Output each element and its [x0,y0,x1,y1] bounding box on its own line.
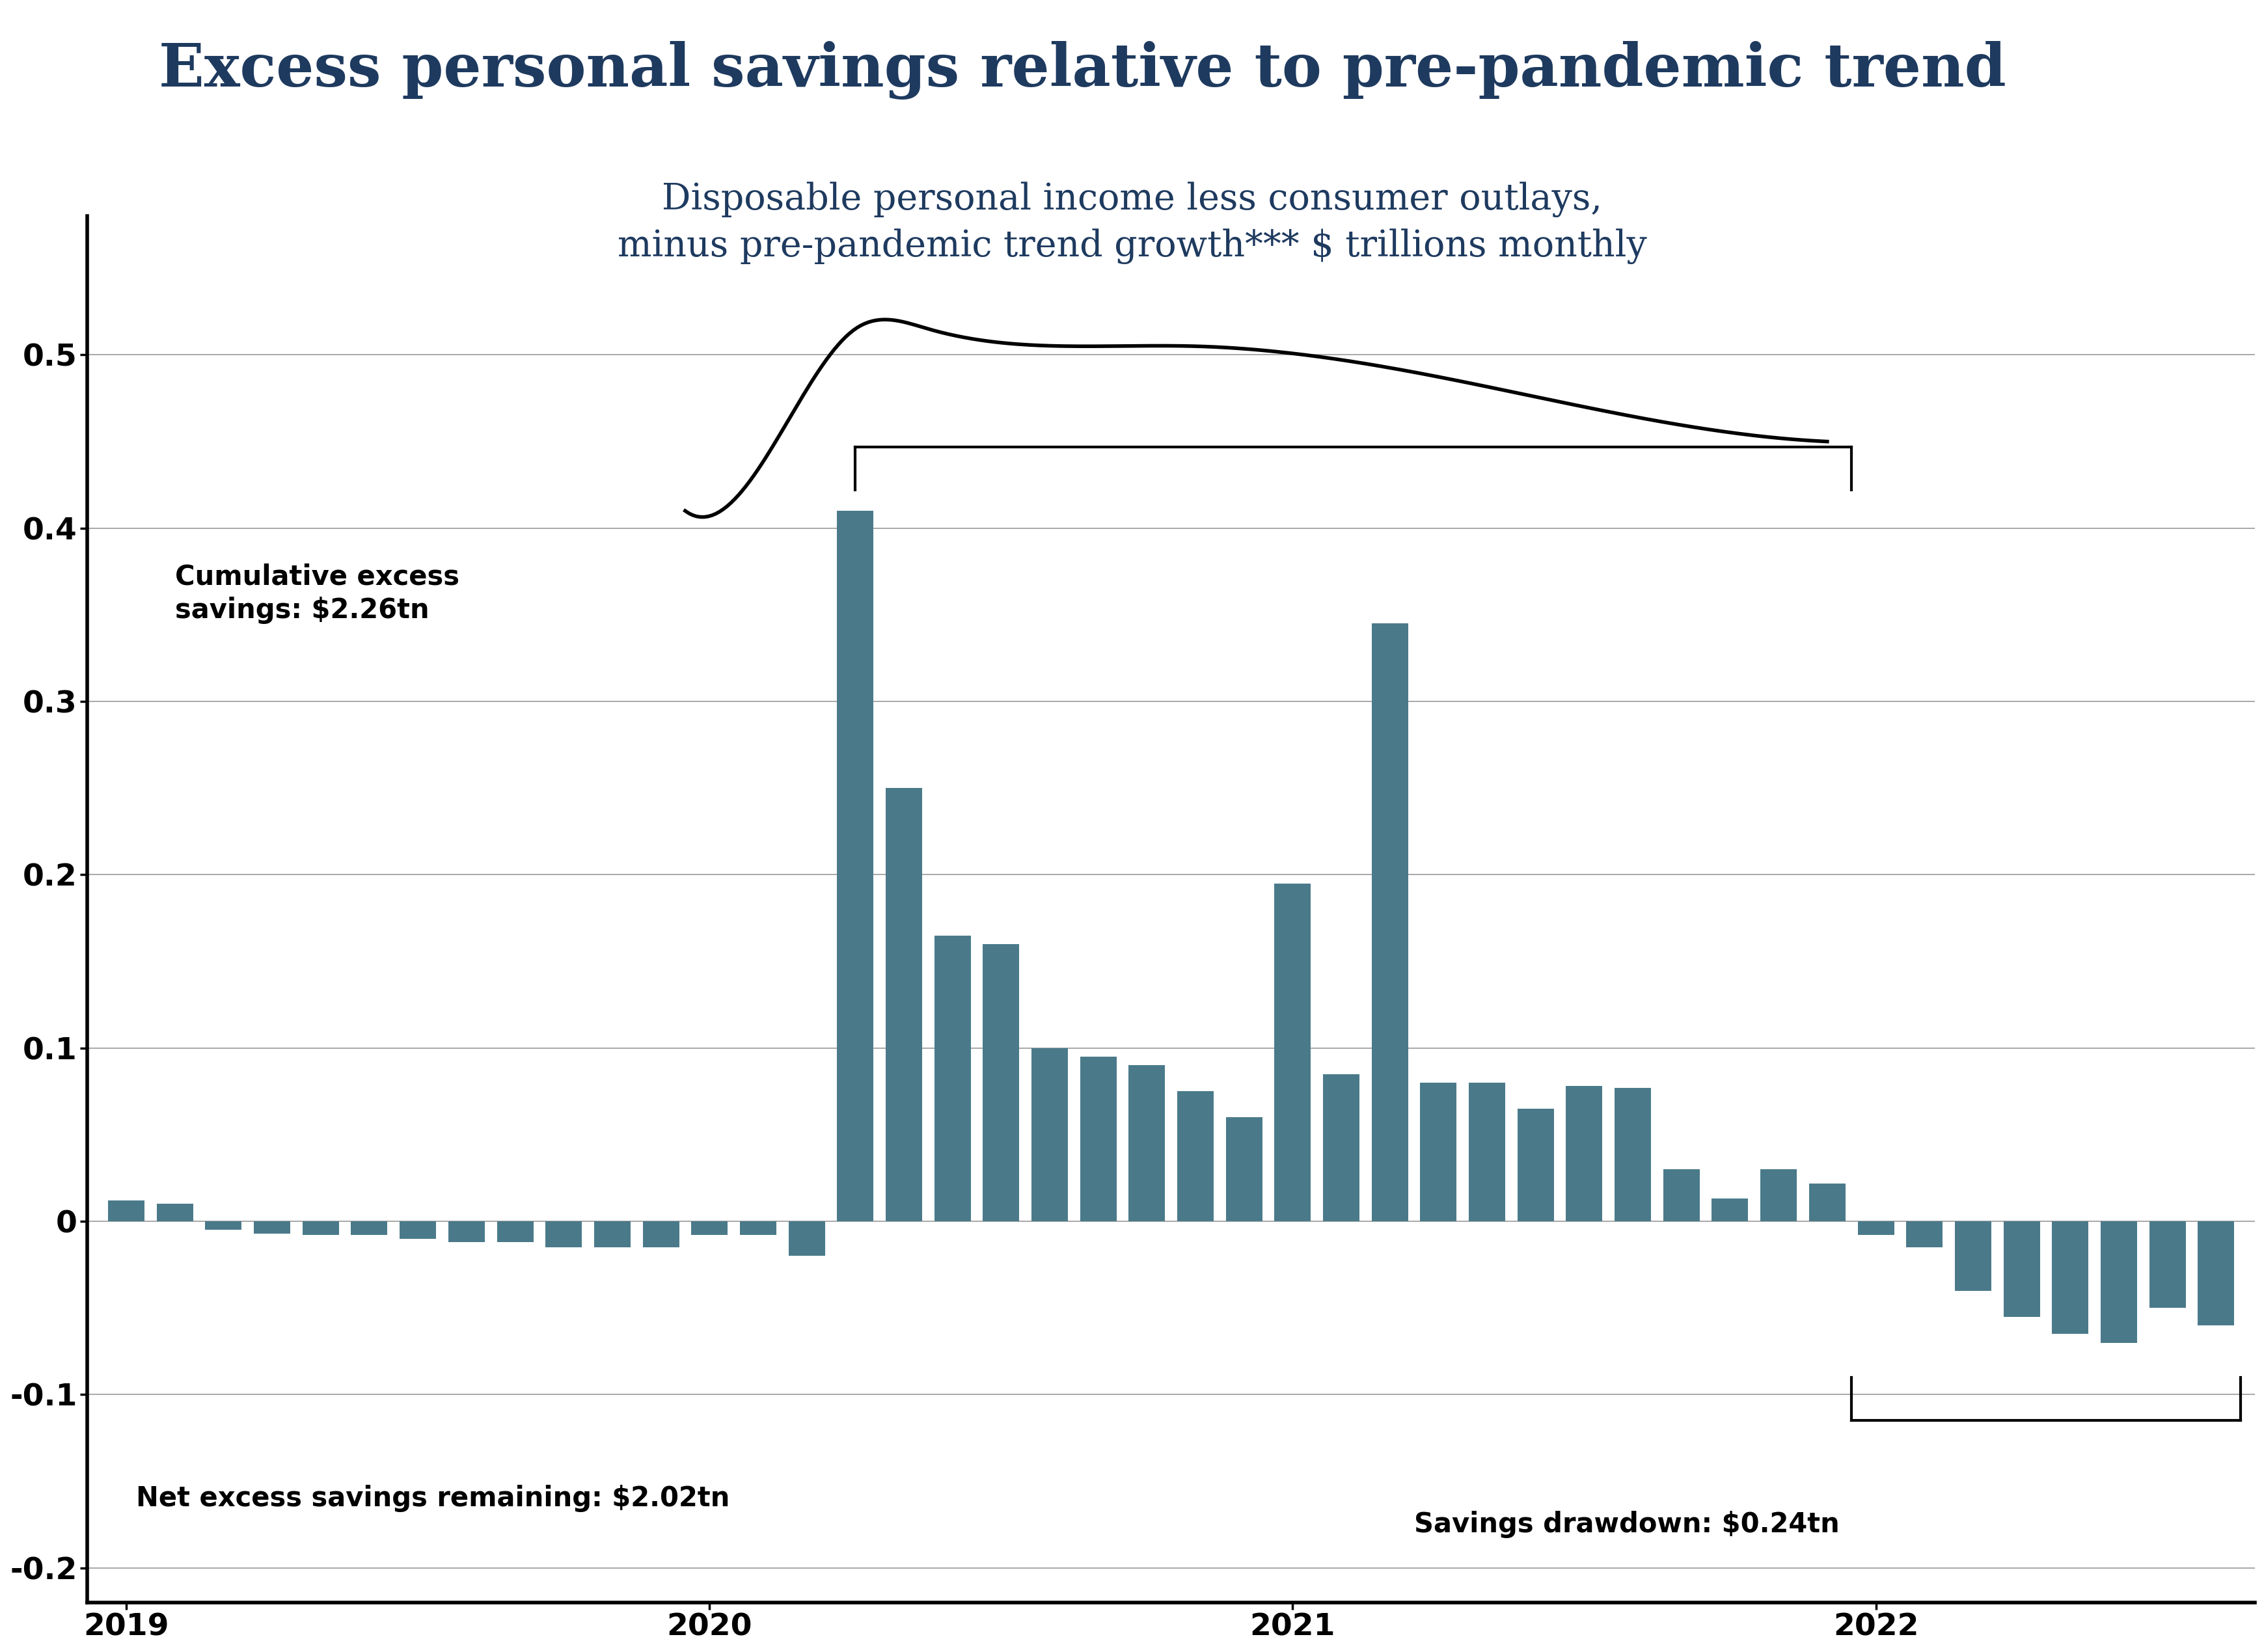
Bar [2196,1221,2235,1325]
Bar [1275,884,1311,1221]
Bar [1954,1221,1990,1290]
Bar [1906,1221,1943,1247]
Bar [1856,1221,1893,1236]
Bar [838,510,874,1221]
Bar [1809,1183,1845,1221]
Text: Disposable personal income less consumer outlays,
minus pre-pandemic trend growt: Disposable personal income less consumer… [618,182,1646,264]
Bar [2051,1221,2087,1333]
Text: Savings drawdown: $0.24tn: Savings drawdown: $0.24tn [1413,1512,1838,1538]
Bar [206,1221,242,1231]
Bar [691,1221,727,1236]
Bar [935,935,971,1221]
Bar [1517,1108,1553,1221]
Bar [1030,1047,1069,1221]
Bar [1614,1089,1650,1221]
Bar [1127,1066,1164,1221]
Bar [1420,1082,1456,1221]
Bar [546,1221,582,1247]
Text: Cumulative excess
savings: $2.26tn: Cumulative excess savings: $2.26tn [174,563,460,624]
Bar [448,1221,484,1242]
Text: Net excess savings remaining: $2.02tn: Net excess savings remaining: $2.02tn [136,1485,729,1512]
Bar [351,1221,387,1236]
Bar [1080,1057,1116,1221]
Bar [1225,1117,1261,1221]
Bar [1372,623,1408,1221]
Bar [156,1204,192,1221]
Bar [788,1221,824,1256]
Bar [2149,1221,2185,1308]
Bar [2004,1221,2040,1317]
Bar [398,1221,437,1239]
Bar [643,1221,679,1247]
Bar [1322,1074,1358,1221]
Bar [885,788,921,1221]
Bar [593,1221,629,1247]
Bar [2101,1221,2137,1343]
Bar [1177,1092,1214,1221]
Bar [254,1221,290,1234]
Bar [983,943,1019,1221]
Bar [1712,1199,1748,1221]
Bar [1469,1082,1506,1221]
Bar [496,1221,532,1242]
Bar [1567,1085,1603,1221]
Text: Excess personal savings relative to pre-pandemic trend: Excess personal savings relative to pre-… [158,41,2006,99]
Bar [303,1221,340,1236]
Bar [1662,1170,1700,1221]
Bar [1759,1170,1795,1221]
Bar [740,1221,777,1236]
Bar [109,1201,145,1221]
